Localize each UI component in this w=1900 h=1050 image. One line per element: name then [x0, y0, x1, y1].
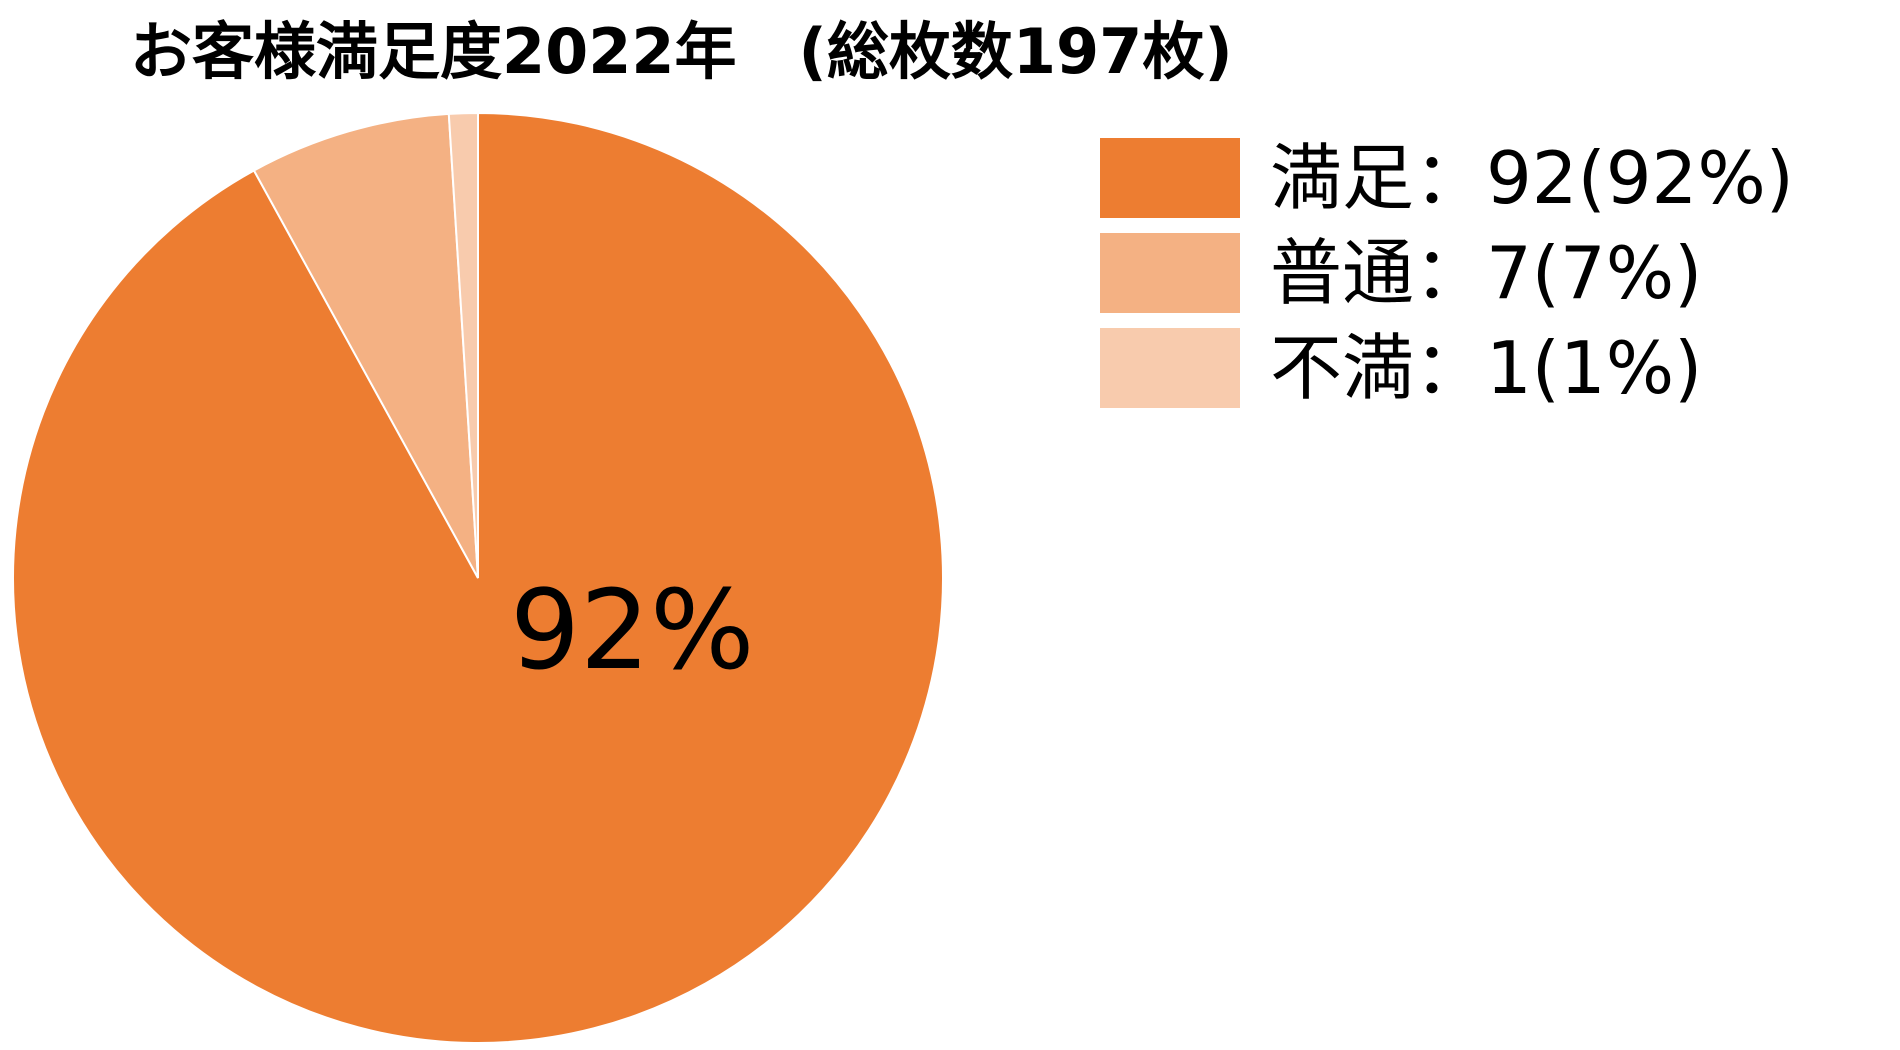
- pie-chart: [12, 111, 944, 1044]
- legend-label-dissatisfied: 不満：1(1%): [1270, 325, 1703, 410]
- pie-slice-label-satisfied: 92%: [510, 566, 755, 694]
- chart-title: お客様満足度2022年 (総枚数197枚): [130, 15, 1233, 88]
- legend-swatch-satisfied: [1100, 137, 1240, 218]
- legend-swatch-dissatisfied: [1100, 327, 1240, 408]
- legend-swatch-neutral: [1100, 232, 1240, 313]
- legend-item-neutral: 普通：7(7%): [1100, 225, 1794, 320]
- chart-legend: 満足：92(92%) 普通：7(7%) 不満：1(1%): [1100, 130, 1794, 415]
- legend-label-satisfied: 満足：92(92%): [1270, 135, 1794, 220]
- legend-item-satisfied: 満足：92(92%): [1100, 130, 1794, 225]
- legend-item-dissatisfied: 不満：1(1%): [1100, 320, 1794, 415]
- legend-label-neutral: 普通：7(7%): [1270, 230, 1703, 315]
- pie-slice-dissatisfied: [447, 111, 479, 579]
- pie-slice-neutral: [252, 112, 479, 579]
